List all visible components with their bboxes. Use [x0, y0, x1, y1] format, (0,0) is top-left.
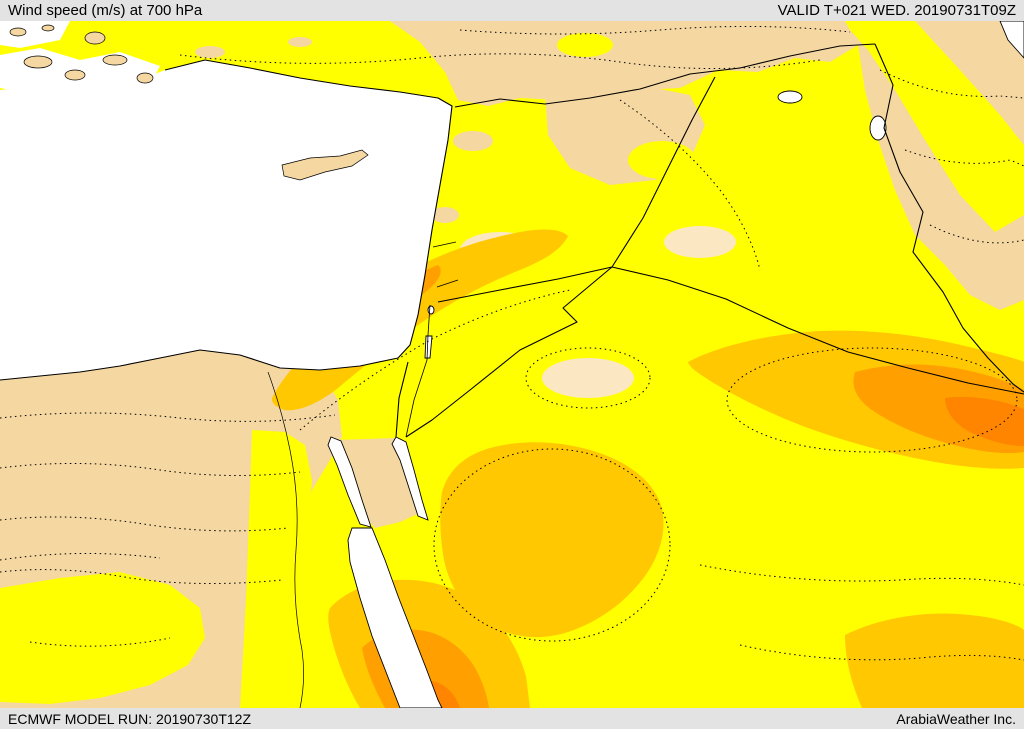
weather-map-canvas: [0, 21, 1024, 708]
contour-line: [929, 224, 1024, 244]
map-title: Wind speed (m/s) at 700 hPa: [8, 2, 203, 19]
cream-patch: [664, 226, 736, 258]
contour-line: [0, 462, 301, 477]
contour-lines-dotted: [0, 25, 1024, 661]
yellow-nile-strip: [240, 430, 312, 708]
contour-line: [904, 149, 1024, 167]
islands: [9, 24, 369, 181]
contour-ring: [433, 448, 671, 642]
gulf-of-aqaba: [391, 436, 429, 521]
contour-line: [459, 25, 851, 35]
model-run-label: ECMWF MODEL RUN: 20190730T12Z: [8, 710, 251, 727]
contour-line: [179, 53, 821, 70]
border-saudi-iraq: [611, 266, 1024, 395]
land-patch-small: [288, 37, 312, 47]
contour-line: [29, 637, 171, 647]
dead-sea: [424, 335, 433, 359]
lake-urmia: [869, 115, 887, 141]
yellow-band-northeast: [845, 21, 1024, 232]
aegean-island: [84, 31, 106, 45]
sea-areas-stroked: [327, 21, 1024, 708]
land-patch-small: [453, 131, 493, 151]
contour-line: [699, 564, 1024, 586]
yellow-blob-southwest: [0, 572, 205, 704]
border-syria-iraq: [611, 76, 716, 268]
contour-line: [0, 569, 283, 585]
header-bar: Wind speed (m/s) at 700 hPa VALID T+021 …: [0, 0, 1024, 21]
wind-yellow-patches: [0, 21, 1024, 708]
red-sea: [347, 527, 443, 708]
contour-ring: [726, 347, 1018, 453]
contour-line: [0, 552, 161, 561]
nile-river: [267, 371, 304, 708]
gulf-of-suez: [327, 436, 372, 528]
caspian-sea-tip: [999, 21, 1024, 59]
deep-orange-core-east: [945, 396, 1024, 446]
border-turkey-south: [454, 43, 876, 108]
aegean-island: [64, 69, 86, 81]
aegean-island: [23, 55, 53, 69]
border-syria-jordan: [437, 266, 613, 303]
land-patch-small: [431, 207, 459, 223]
mediterranean-sea: [0, 60, 452, 380]
contour-ring: [525, 347, 651, 409]
borders-solid: [0, 43, 1024, 708]
amber-blob-central-south: [440, 442, 664, 638]
cream-patch: [542, 358, 634, 398]
border-jordan-saudi: [405, 266, 613, 438]
border-jordan-valley: [405, 304, 431, 438]
lake-van: [777, 90, 803, 104]
aegean-island: [136, 72, 154, 84]
yellow-patch: [628, 141, 696, 179]
yellow-patch: [842, 280, 882, 312]
branding-label: ArabiaWeather Inc.: [896, 710, 1016, 727]
valid-time-label: VALID T+021 WED. 20190731T09Z: [777, 2, 1016, 19]
border-lebanon: [432, 241, 459, 288]
contour-line: [739, 644, 1024, 661]
amber-patch-southeast: [845, 613, 1024, 708]
sea-of-galilee: [427, 305, 435, 315]
footer-bar: ECMWF MODEL RUN: 20190730T12Z ArabiaWeat…: [0, 708, 1024, 729]
aegean-island: [102, 54, 128, 66]
land-patch-small: [195, 46, 225, 58]
border-iran-west: [874, 43, 1024, 393]
land-turkey: [390, 21, 860, 106]
aegean-island: [41, 24, 55, 32]
contour-line: [0, 412, 336, 422]
coastline-levant-egypt: [0, 59, 453, 381]
yellow-patch: [557, 33, 613, 57]
border-egypt-israel: [395, 361, 409, 438]
cyprus-island: [281, 149, 369, 181]
contour-line: [0, 516, 289, 532]
aegean-island: [9, 27, 27, 37]
